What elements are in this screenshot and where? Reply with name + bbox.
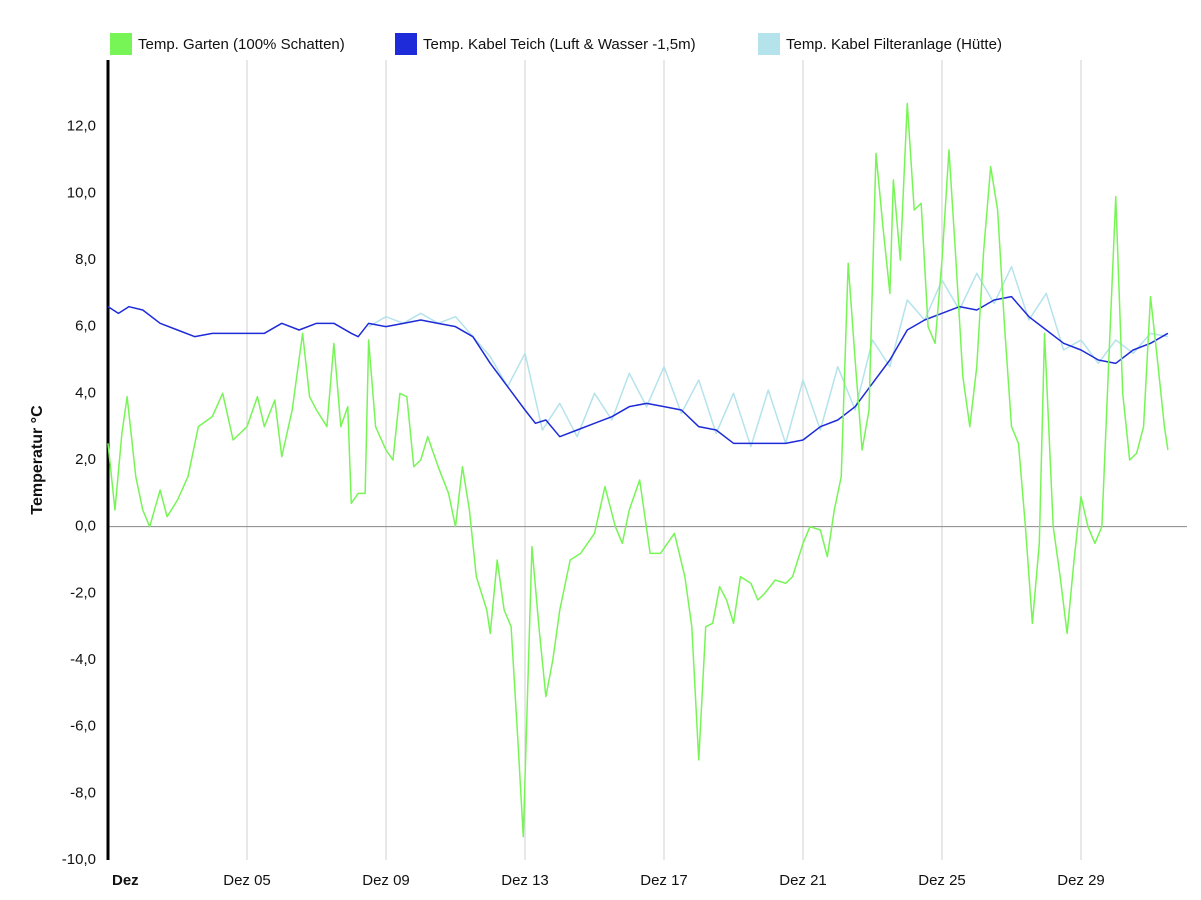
y-tick-label: 2,0	[75, 451, 96, 468]
series-line	[368, 265, 1169, 448]
y-tick-label: 6,0	[75, 318, 96, 335]
y-tick-label: -6,0	[70, 718, 96, 735]
series-line	[107, 102, 1169, 838]
legend-swatch	[110, 33, 132, 55]
y-tick-label: 4,0	[75, 384, 96, 401]
y-tick-label: 10,0	[67, 184, 96, 201]
x-tick-label: Dez 17	[640, 872, 688, 889]
y-tick-label: -10,0	[62, 851, 96, 868]
x-tick-label: Dez 09	[362, 872, 410, 889]
legend-label: Temp. Kabel Teich (Luft & Wasser -1,5m)	[423, 36, 696, 53]
x-tick-label: Dez 13	[501, 872, 549, 889]
y-tick-label: -4,0	[70, 651, 96, 668]
x-tick-label: Dez 21	[779, 872, 827, 889]
y-tick-label: 0,0	[75, 518, 96, 535]
series-line	[107, 295, 1169, 445]
x-tick-label: Dez 29	[1057, 872, 1105, 889]
legend-swatch	[395, 33, 417, 55]
y-axis-label: Temperatur °C	[29, 405, 46, 515]
legend-label: Temp. Garten (100% Schatten)	[138, 36, 345, 53]
y-tick-label: 12,0	[67, 118, 96, 135]
x-tick-label: Dez 05	[223, 872, 271, 889]
x-tick-label: Dez	[112, 872, 139, 889]
y-tick-label: -2,0	[70, 584, 96, 601]
y-tick-label: 8,0	[75, 251, 96, 268]
legend-swatch	[758, 33, 780, 55]
legend-label: Temp. Kabel Filteranlage (Hütte)	[786, 36, 1002, 53]
x-tick-label: Dez 25	[918, 872, 966, 889]
y-tick-label: -8,0	[70, 784, 96, 801]
legend: Temp. Garten (100% Schatten) Temp. Kabel …	[110, 33, 1002, 55]
